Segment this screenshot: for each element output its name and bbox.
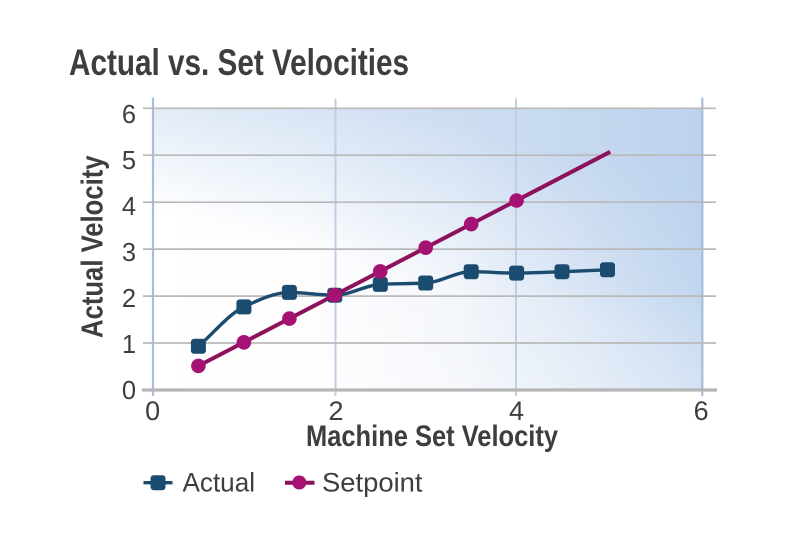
svg-text:Actual Velocity: Actual Velocity (75, 155, 110, 338)
svg-text:Actual: Actual (183, 467, 256, 497)
svg-text:1: 1 (122, 331, 136, 359)
svg-text:6: 6 (694, 396, 709, 426)
svg-text:0: 0 (122, 377, 136, 405)
svg-text:0: 0 (145, 396, 160, 426)
svg-text:2: 2 (328, 396, 343, 426)
svg-text:4: 4 (509, 396, 524, 426)
svg-text:6: 6 (122, 101, 136, 129)
svg-text:Setpoint: Setpoint (322, 467, 423, 497)
svg-text:Actual vs. Set Velocities: Actual vs. Set Velocities (69, 42, 409, 83)
svg-text:3: 3 (122, 239, 136, 267)
svg-text:2: 2 (122, 285, 136, 313)
svg-text:5: 5 (122, 147, 136, 175)
svg-text:Machine Set Velocity: Machine Set Velocity (306, 420, 558, 453)
svg-text:4: 4 (122, 193, 136, 221)
